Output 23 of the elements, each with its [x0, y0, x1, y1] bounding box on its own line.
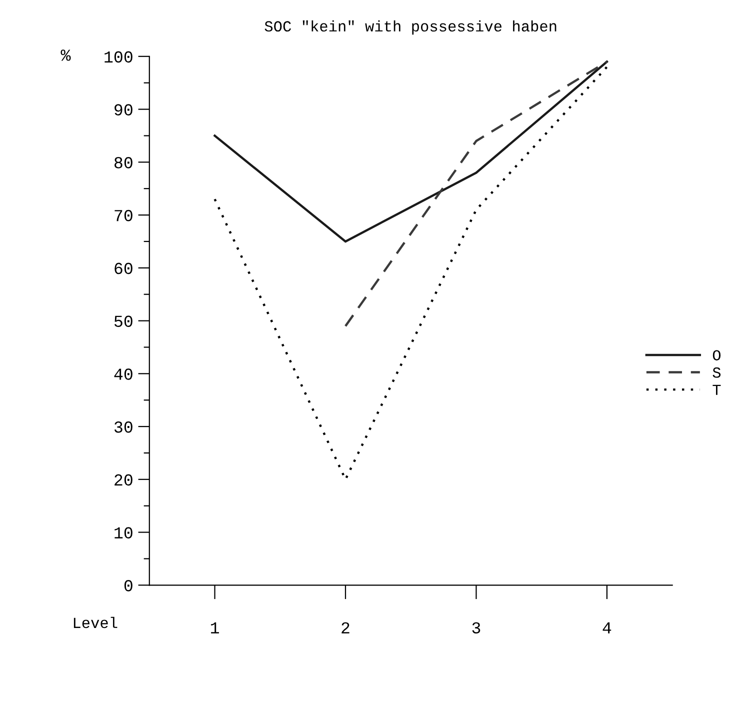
line-series	[214, 66, 608, 481]
y-tick-label: 100	[104, 51, 132, 63]
y-axis-title: %	[60, 50, 71, 61]
y-tick-label: 60	[114, 262, 132, 274]
y-tick-label: 50	[114, 316, 132, 327]
x-tick-label: 1	[210, 622, 219, 634]
y-tick-label: 90	[114, 104, 132, 116]
line-series	[214, 60, 608, 243]
y-tick-label: 20	[114, 474, 132, 486]
legend-label: S	[712, 367, 721, 378]
y-tick-label: 80	[114, 157, 132, 168]
x-axis-title: Level	[74, 616, 118, 628]
y-tick-label: 10	[114, 527, 132, 538]
x-tick-label: 4	[602, 622, 612, 634]
legend-label: O	[712, 350, 721, 360]
x-tick-label: 2	[342, 622, 350, 634]
x-tick-label: 3	[472, 622, 480, 634]
y-tick-label: 0	[124, 580, 132, 592]
y-tick-label: 30	[114, 421, 132, 433]
legend-label: T	[712, 384, 721, 395]
y-tick-label: 40	[114, 368, 132, 380]
y-tick-label: 70	[114, 210, 132, 222]
chart-title: SOC "kein" with possessive haben	[264, 20, 556, 35]
